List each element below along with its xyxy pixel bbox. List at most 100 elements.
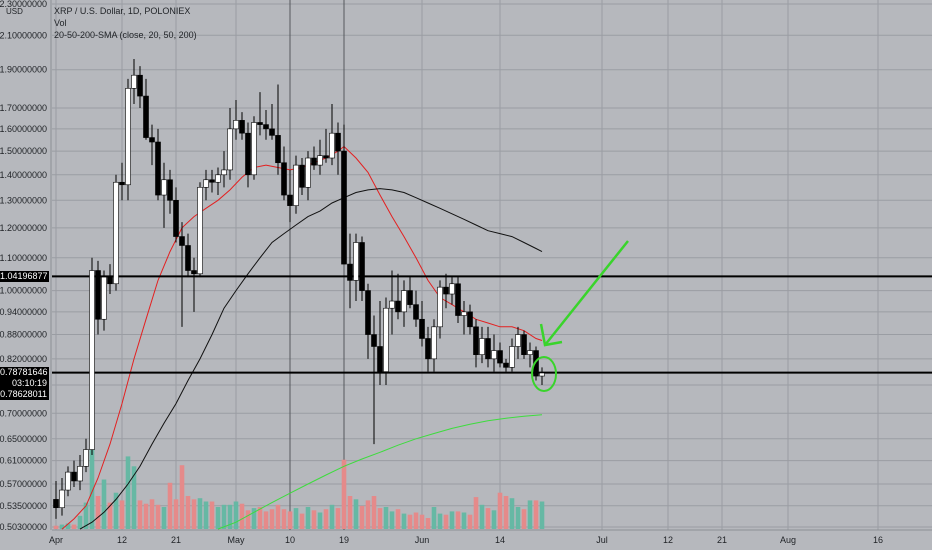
candle-body	[167, 179, 173, 201]
candle-body	[119, 181, 125, 186]
volume-bar	[59, 524, 65, 529]
candle-body	[227, 128, 233, 171]
y-tick-label: 2.10000000	[0, 30, 47, 40]
candle-body	[215, 174, 221, 183]
x-tick-label: 21	[171, 535, 181, 545]
volume-bar	[527, 500, 533, 529]
y-tick-label: 1.10000000	[0, 253, 47, 263]
candle-body	[89, 270, 95, 450]
x-tick-label: 10	[285, 535, 295, 545]
sma200-line	[217, 414, 543, 530]
candle-body	[383, 307, 389, 372]
candle-body	[425, 338, 431, 360]
volume-bar	[335, 508, 341, 529]
volume-bar	[83, 502, 89, 529]
candle-body	[197, 187, 203, 275]
volume-bar	[215, 507, 221, 529]
candle-body	[107, 276, 113, 285]
volume-bar	[179, 465, 185, 529]
candle-body	[437, 286, 443, 328]
legend-title[interactable]: XRP / U.S. Dollar, 1D, POLONIEX	[54, 6, 191, 16]
volume-bar	[167, 482, 173, 529]
candle-body	[125, 88, 131, 186]
annotation-arrow-head	[539, 323, 563, 347]
x-tick-label: 12	[663, 535, 673, 545]
candle-body	[419, 318, 425, 339]
volume-bar	[437, 513, 443, 529]
resistance-price-tag: 1.04196877	[0, 270, 49, 282]
volume-bar	[209, 501, 215, 529]
candle-body	[371, 334, 377, 347]
volume-bar	[389, 511, 395, 529]
candle-body	[485, 338, 491, 360]
candle-body	[293, 164, 299, 206]
x-tick-label: 14	[495, 535, 505, 545]
volume-bar	[287, 511, 293, 529]
volume-bar	[383, 507, 389, 529]
candle-body	[299, 164, 305, 188]
candle-body	[509, 346, 515, 368]
y-tick-label: 1.00000000	[0, 286, 47, 296]
volume-bar	[143, 503, 149, 529]
support-price-tag: 0.78628011	[0, 389, 49, 401]
volume-bar	[119, 500, 125, 529]
volume-bar	[155, 504, 161, 529]
candle-body	[203, 179, 209, 188]
volume-bar	[497, 492, 503, 529]
candle-body	[275, 135, 281, 164]
candle-body	[317, 155, 323, 166]
candle-body	[467, 311, 473, 328]
candle-body	[71, 471, 77, 482]
candle-body	[113, 181, 119, 285]
candle-body	[287, 194, 293, 206]
volume-bar	[191, 499, 197, 529]
volume-bar	[239, 503, 245, 529]
volume-bar	[503, 496, 509, 529]
candle-body	[251, 122, 257, 176]
legend-volume[interactable]: Vol	[54, 18, 67, 28]
candle-body	[527, 350, 533, 355]
x-tick-label: 16	[873, 535, 883, 545]
volume-bar	[173, 499, 179, 529]
candle-body	[59, 489, 65, 509]
volume-bar	[197, 498, 203, 529]
candle-body	[323, 155, 329, 159]
legend-sma[interactable]: 20-50-200-SMA (close, 20, 50, 200)	[54, 30, 197, 40]
volume-bar	[311, 510, 317, 529]
volume-bar	[401, 513, 407, 529]
volume-bar	[137, 500, 143, 529]
volume-bar	[371, 496, 377, 529]
countdown-tag: 03:10:19	[0, 378, 49, 390]
highlight-circle	[531, 355, 557, 392]
x-tick-label: 19	[339, 535, 349, 545]
y-tick-label: 0.57000000	[0, 479, 47, 489]
volume-bar	[233, 501, 239, 529]
y-tick-label: 1.70000000	[0, 103, 47, 113]
candle-body	[413, 304, 419, 320]
candle-body	[329, 132, 335, 159]
volume-bar	[101, 479, 107, 529]
candle-body	[239, 120, 245, 134]
volume-bar	[227, 504, 233, 529]
candle-body	[341, 150, 347, 265]
candle-body	[473, 326, 479, 355]
volume-bar	[263, 511, 269, 529]
x-tick-label: Jul	[596, 535, 608, 545]
candle-body	[479, 338, 485, 355]
volume-bar	[419, 514, 425, 529]
candle-body	[461, 311, 467, 316]
x-tick-label: 21	[717, 535, 727, 545]
volume-bar	[455, 511, 461, 529]
y-tick-label: 0.88000000	[0, 330, 47, 340]
candle-body	[53, 499, 59, 509]
candle-body	[539, 372, 545, 377]
volume-bar	[317, 512, 323, 529]
x-tick-label: Aug	[780, 535, 796, 545]
y-tick-label: 0.94000000	[0, 307, 47, 317]
candle-body	[77, 466, 83, 482]
candle-body	[281, 162, 287, 196]
volume-bar	[395, 509, 401, 529]
volume-bar	[125, 456, 131, 529]
